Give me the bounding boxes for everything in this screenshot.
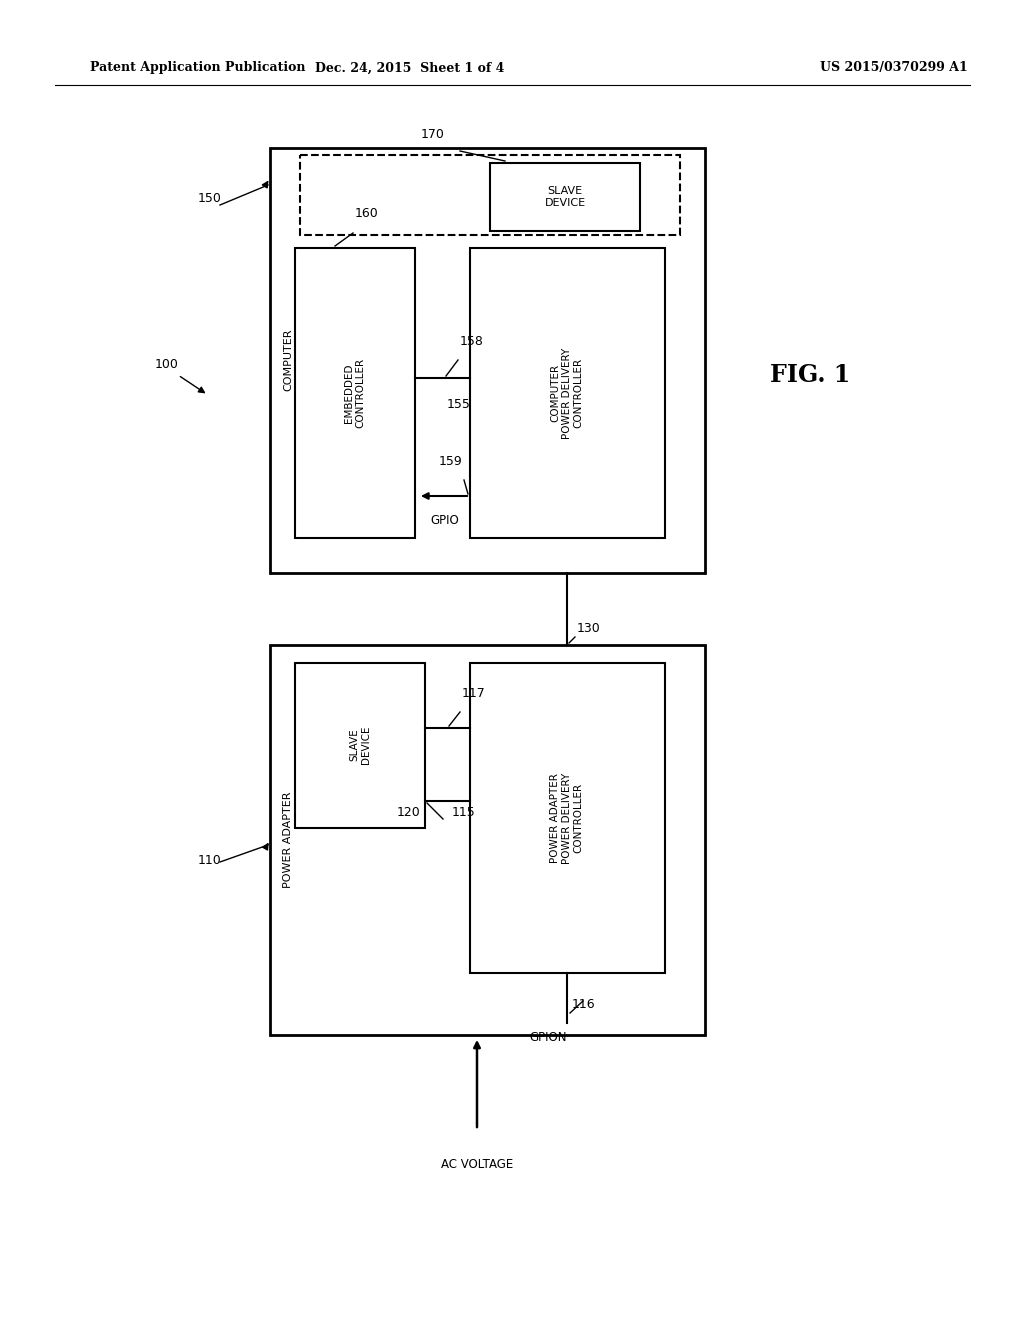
Text: 159: 159 xyxy=(438,455,462,469)
Text: SLAVE
DEVICE: SLAVE DEVICE xyxy=(349,726,371,764)
Text: Dec. 24, 2015  Sheet 1 of 4: Dec. 24, 2015 Sheet 1 of 4 xyxy=(315,62,505,74)
Text: POWER ADAPTER
POWER DELIVERY
CONTROLLER: POWER ADAPTER POWER DELIVERY CONTROLLER xyxy=(551,772,584,863)
Text: 115: 115 xyxy=(452,807,476,818)
Text: 150: 150 xyxy=(198,191,222,205)
Bar xyxy=(470,248,665,539)
Text: 100: 100 xyxy=(155,359,179,371)
Bar xyxy=(300,154,680,235)
Text: 120: 120 xyxy=(396,807,420,818)
Bar xyxy=(490,162,640,231)
Text: 110: 110 xyxy=(198,854,222,866)
Bar xyxy=(270,148,705,573)
Text: COMPUTER
POWER DELIVERY
CONTROLLER: COMPUTER POWER DELIVERY CONTROLLER xyxy=(551,347,584,438)
Text: 160: 160 xyxy=(355,207,379,220)
Text: 170: 170 xyxy=(421,128,445,141)
Text: EMBEDDED
CONTROLLER: EMBEDDED CONTROLLER xyxy=(344,358,366,428)
Text: GPION: GPION xyxy=(529,1031,566,1044)
Bar xyxy=(470,663,665,973)
Text: 158: 158 xyxy=(460,335,484,348)
Bar xyxy=(270,645,705,1035)
Text: FIG. 1: FIG. 1 xyxy=(770,363,850,387)
Bar xyxy=(295,663,425,828)
Text: 130: 130 xyxy=(577,622,601,635)
Text: US 2015/0370299 A1: US 2015/0370299 A1 xyxy=(820,62,968,74)
Text: 116: 116 xyxy=(572,998,596,1011)
Text: AC VOLTAGE: AC VOLTAGE xyxy=(441,1158,513,1171)
Text: 117: 117 xyxy=(462,686,485,700)
Text: GPIO: GPIO xyxy=(430,513,459,527)
Bar xyxy=(295,248,415,539)
Text: POWER ADAPTER: POWER ADAPTER xyxy=(283,792,293,888)
Text: SLAVE
DEVICE: SLAVE DEVICE xyxy=(545,186,586,207)
Text: 155: 155 xyxy=(447,399,471,411)
Text: COMPUTER: COMPUTER xyxy=(283,329,293,391)
Text: Patent Application Publication: Patent Application Publication xyxy=(90,62,305,74)
